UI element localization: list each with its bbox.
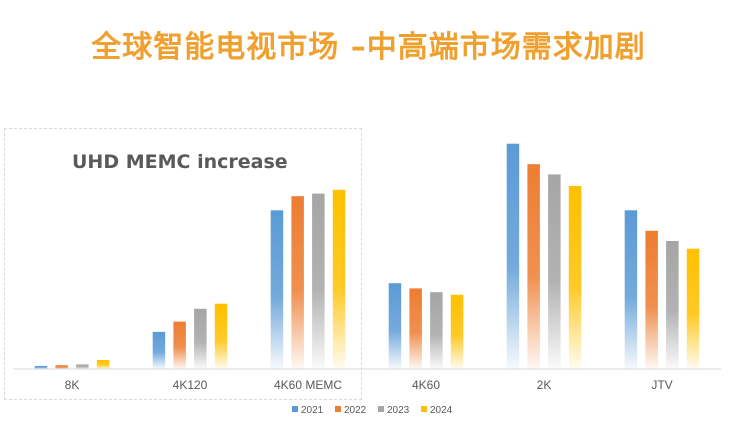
bar-2k-2024 — [568, 186, 582, 369]
highlight-box — [4, 128, 362, 400]
bar-4k120-2024 — [214, 303, 228, 369]
legend-swatch-2021 — [292, 406, 298, 412]
bar-4k120-2022 — [173, 321, 186, 369]
bar-4k120-2023 — [194, 308, 207, 369]
x-tick-label: 4K60 — [412, 378, 440, 392]
bar-4k120-2021 — [152, 331, 166, 369]
x-tick-label: JTV — [651, 378, 672, 392]
x-tick-label: 8K — [65, 378, 80, 392]
bar-8k-2024 — [96, 360, 110, 369]
legend-swatch-2022 — [335, 406, 341, 412]
bar-jtv-2021 — [624, 210, 638, 369]
bar-4k60-2021 — [388, 283, 402, 369]
legend-swatch-2024 — [421, 406, 427, 412]
bar-2k-2023 — [548, 174, 561, 369]
bar-4k60-memc-2023 — [312, 193, 325, 369]
x-tick-label: 4K60 MEMC — [274, 378, 342, 392]
bar-4k60-memc-2021 — [270, 210, 284, 369]
bar-4k60-2022 — [409, 288, 422, 369]
bar-2k-2022 — [527, 164, 540, 369]
chart-title: 全球智能电视市场 –中高端市场需求加剧 — [91, 30, 646, 65]
x-tick-labels: 8K 4K120 4K60 MEMC 4K60 2K JTV — [65, 378, 673, 392]
bar-4k60-memc-2024 — [332, 189, 346, 369]
legend-label-2022: 2022 — [344, 405, 367, 416]
bar-jtv-2023 — [666, 241, 679, 369]
legend-label-2023: 2023 — [387, 405, 410, 416]
uhd-annotation: UHD MEMC increase — [72, 151, 288, 173]
bar-8k-2021 — [34, 365, 48, 369]
bar-8k-2023 — [76, 364, 89, 369]
bar-8k-2022 — [55, 365, 68, 369]
legend-swatch-2023 — [378, 406, 384, 412]
bar-4k60-2023 — [430, 292, 443, 369]
legend-label-2021: 2021 — [301, 405, 324, 416]
bar-4k60-2024 — [450, 294, 464, 369]
x-tick-label: 4K120 — [173, 378, 208, 392]
x-tick-label: 2K — [537, 378, 552, 392]
legend-label-2024: 2024 — [430, 405, 453, 416]
bar-4k60-memc-2022 — [291, 196, 304, 369]
bar-2k-2021 — [506, 143, 520, 369]
legend: 2021 2022 2023 2024 — [292, 405, 453, 416]
bars-group — [34, 143, 700, 369]
bar-jtv-2022 — [645, 230, 658, 369]
bar-jtv-2024 — [686, 248, 700, 369]
